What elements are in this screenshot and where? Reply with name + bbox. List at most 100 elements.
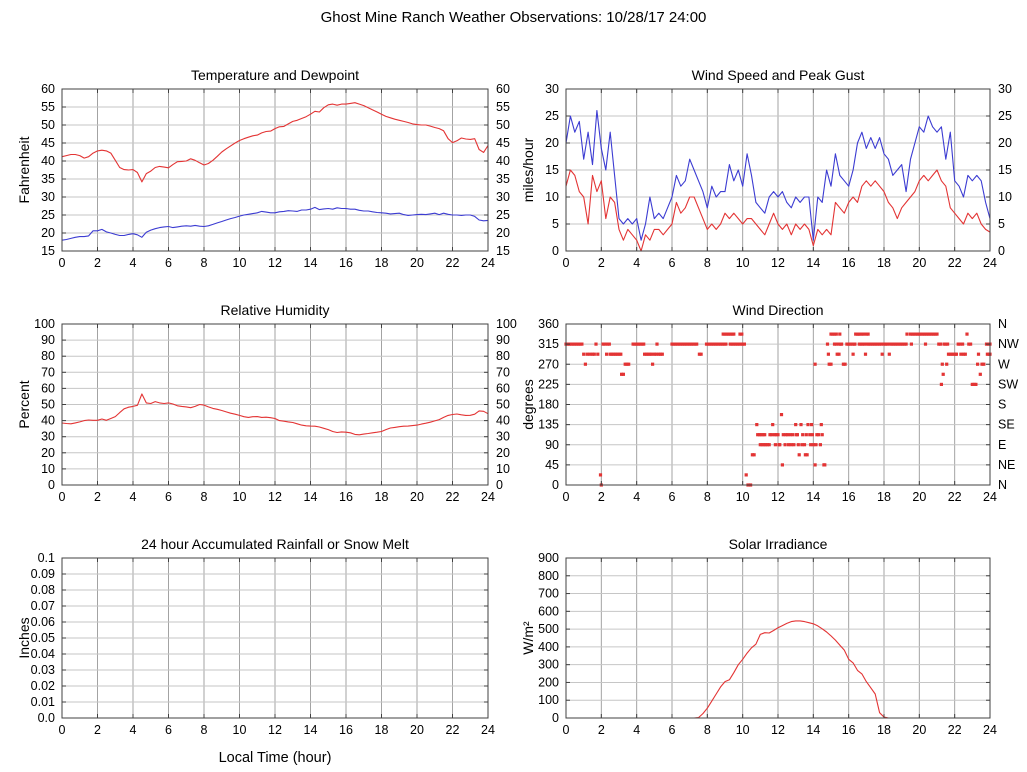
y-tick-label: 40: [41, 414, 55, 428]
x-tick-label: 6: [669, 490, 676, 504]
x-tick-label: 22: [446, 256, 460, 270]
x-tick-label: 16: [339, 256, 353, 270]
grid: [566, 89, 990, 251]
y-tick-label: 60: [41, 381, 55, 395]
dewpoint-line: [61, 206, 489, 241]
y-tick-label: 5: [552, 217, 559, 231]
y-tick-label: 35: [41, 172, 55, 186]
x-tick-label: 12: [771, 256, 785, 270]
x-tick-label: 18: [375, 723, 389, 737]
chart-title: Temperature and Dewpoint: [191, 67, 359, 83]
grid: [62, 558, 488, 718]
y-tick-label: 30: [545, 82, 559, 96]
y-tick-label: 45: [41, 136, 55, 150]
right-tick-label: 15: [998, 163, 1012, 177]
right-tick-label: 30: [998, 82, 1012, 96]
right-tick-label: 20: [496, 446, 510, 460]
right-tick-label: SE: [998, 418, 1015, 432]
x-tick-label: 4: [130, 723, 137, 737]
x-tick-label: 12: [268, 490, 282, 504]
x-tick-label: 2: [94, 256, 101, 270]
x-tick-label: 22: [948, 256, 962, 270]
right-tick-label: 25: [998, 109, 1012, 123]
y-tick-label: 30: [41, 430, 55, 444]
x-axis-label: Local Time (hour): [219, 750, 332, 766]
x-tick-label: 14: [806, 490, 820, 504]
x-tick-label: 8: [201, 723, 208, 737]
right-tick-label: 25: [496, 208, 510, 222]
y-tick-label: 500: [538, 622, 559, 636]
x-tick-label: 10: [233, 723, 247, 737]
x-tick-label: 2: [94, 490, 101, 504]
axes: [565, 323, 991, 486]
y-axis-label: W/m²: [520, 621, 536, 655]
y-tick-label: 0: [552, 244, 559, 258]
y-tick-label: 0.09: [31, 567, 55, 581]
y-tick-label: 50: [41, 398, 55, 412]
right-tick-label: 60: [496, 82, 510, 96]
y-tick-label: 45: [545, 458, 559, 472]
right-tick-label: 50: [496, 118, 510, 132]
right-tick-label: 80: [496, 349, 510, 363]
x-tick-label: 6: [669, 723, 676, 737]
x-tick-label: 2: [598, 490, 605, 504]
y-tick-label: 25: [41, 208, 55, 222]
right-tick-label: 90: [496, 333, 510, 347]
x-tick-label: 20: [912, 490, 926, 504]
grid: [62, 89, 488, 251]
chart-title: 24 hour Accumulated Rainfall or Snow Mel…: [141, 536, 409, 552]
y-tick-label: 0.0: [38, 711, 55, 725]
axes: [565, 557, 991, 719]
x-tick-label: 22: [446, 490, 460, 504]
x-tick-label: 12: [268, 256, 282, 270]
y-axis-label: Inches: [16, 617, 32, 658]
x-tick-label: 0: [563, 723, 570, 737]
x-tick-label: 0: [59, 490, 66, 504]
y-tick-label: 70: [41, 365, 55, 379]
x-tick-label: 10: [233, 256, 247, 270]
y-tick-label: 15: [545, 163, 559, 177]
x-tick-label: 4: [633, 723, 640, 737]
y-tick-label: 135: [538, 418, 559, 432]
x-tick-label: 14: [304, 723, 318, 737]
chart-title: Relative Humidity: [221, 302, 330, 318]
right-tick-label: 70: [496, 365, 510, 379]
x-tick-label: 0: [59, 256, 66, 270]
x-tick-label: 8: [704, 490, 711, 504]
x-tick-label: 2: [94, 723, 101, 737]
x-tick-label: 22: [948, 490, 962, 504]
y-tick-label: 400: [538, 640, 559, 654]
x-tick-label: 22: [446, 723, 460, 737]
x-tick-label: 20: [912, 256, 926, 270]
y-tick-label: 0.04: [31, 647, 55, 661]
right-tick-label: SW: [998, 377, 1018, 391]
x-tick-label: 24: [983, 256, 997, 270]
y-tick-label: 0.1: [38, 551, 55, 565]
x-tick-label: 14: [806, 723, 820, 737]
right-tick-label: E: [998, 438, 1006, 452]
y-tick-label: 0.01: [31, 695, 55, 709]
chart-title: Wind Speed and Peak Gust: [692, 67, 865, 83]
y-tick-label: 80: [41, 349, 55, 363]
y-axis-label: Fahrenheit: [16, 136, 32, 203]
grid: [566, 558, 990, 718]
x-tick-label: 16: [842, 256, 856, 270]
right-tick-label: 45: [496, 136, 510, 150]
y-axis-label: miles/hour: [520, 137, 536, 202]
x-tick-label: 16: [842, 490, 856, 504]
y-tick-label: 40: [41, 154, 55, 168]
x-tick-label: 24: [481, 490, 495, 504]
y-tick-label: 0.06: [31, 615, 55, 629]
y-tick-label: 0.02: [31, 679, 55, 693]
right-tick-label: 10: [998, 190, 1012, 204]
relative_humidity-line: [61, 393, 489, 436]
right-tick-label: NW: [998, 337, 1019, 351]
right-tick-label: 60: [496, 381, 510, 395]
x-tick-label: 18: [877, 256, 891, 270]
x-tick-label: 8: [201, 256, 208, 270]
y-tick-label: 50: [41, 118, 55, 132]
x-tick-label: 20: [410, 723, 424, 737]
right-tick-label: 40: [496, 154, 510, 168]
x-tick-label: 16: [339, 490, 353, 504]
